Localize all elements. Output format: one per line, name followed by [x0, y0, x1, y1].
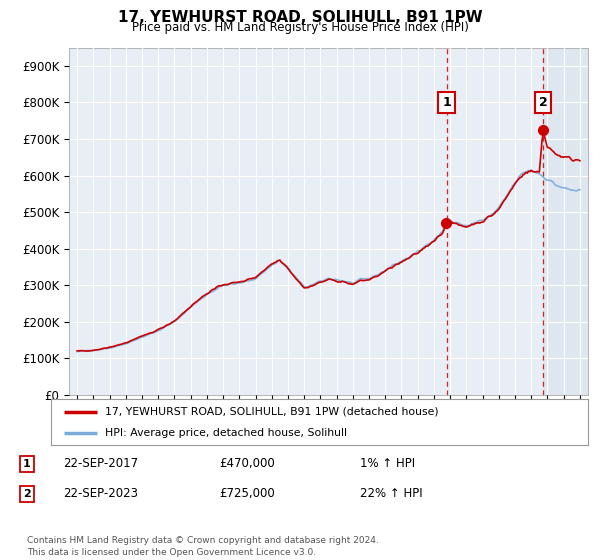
- Text: 22% ↑ HPI: 22% ↑ HPI: [360, 487, 422, 501]
- Text: 17, YEWHURST ROAD, SOLIHULL, B91 1PW: 17, YEWHURST ROAD, SOLIHULL, B91 1PW: [118, 10, 482, 25]
- Text: HPI: Average price, detached house, Solihull: HPI: Average price, detached house, Soli…: [105, 428, 347, 438]
- Text: 1: 1: [442, 96, 451, 109]
- Text: £725,000: £725,000: [219, 487, 275, 501]
- Text: Contains HM Land Registry data © Crown copyright and database right 2024.
This d: Contains HM Land Registry data © Crown c…: [27, 536, 379, 557]
- Text: 2: 2: [539, 96, 547, 109]
- Text: £470,000: £470,000: [219, 457, 275, 470]
- Text: Price paid vs. HM Land Registry's House Price Index (HPI): Price paid vs. HM Land Registry's House …: [131, 21, 469, 34]
- Text: 22-SEP-2017: 22-SEP-2017: [63, 457, 138, 470]
- Text: 17, YEWHURST ROAD, SOLIHULL, B91 1PW (detached house): 17, YEWHURST ROAD, SOLIHULL, B91 1PW (de…: [105, 407, 439, 417]
- Text: 22-SEP-2023: 22-SEP-2023: [63, 487, 138, 501]
- Text: 1% ↑ HPI: 1% ↑ HPI: [360, 457, 415, 470]
- Text: 1: 1: [23, 459, 31, 469]
- Bar: [543, 48, 588, 395]
- Text: 2: 2: [23, 489, 31, 499]
